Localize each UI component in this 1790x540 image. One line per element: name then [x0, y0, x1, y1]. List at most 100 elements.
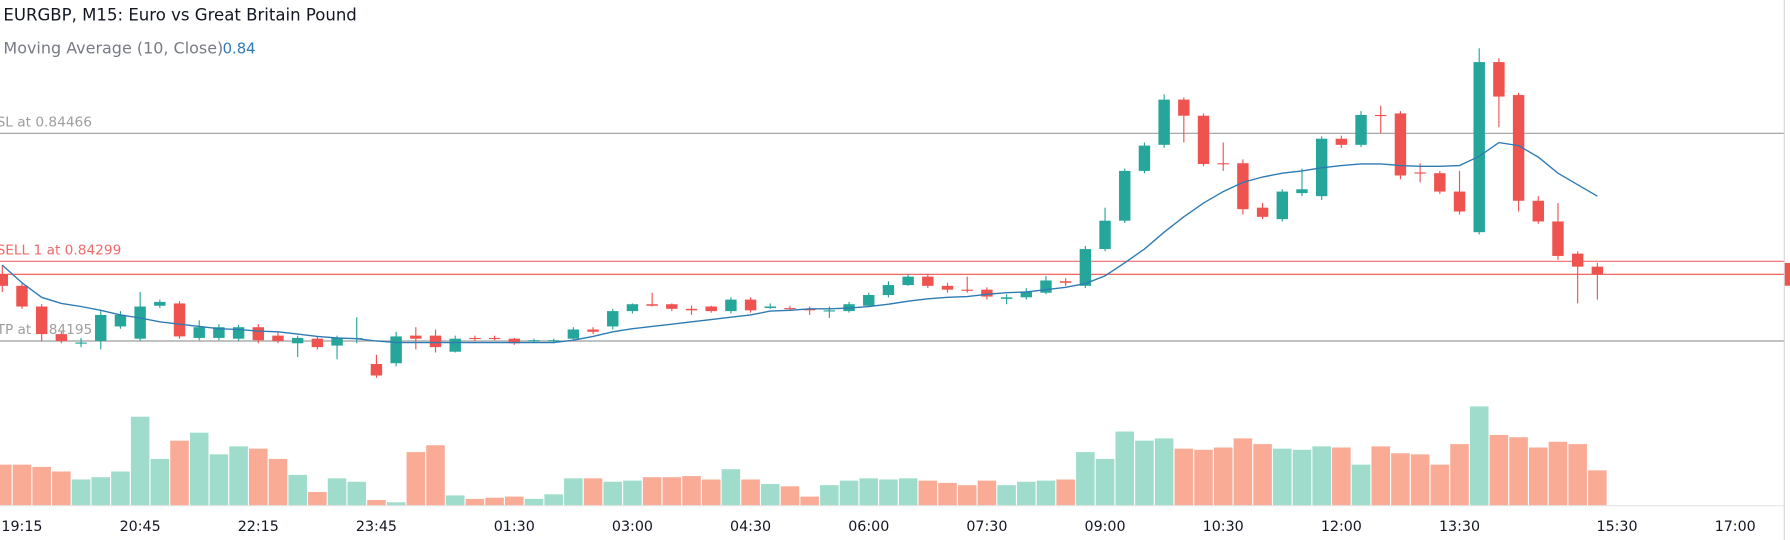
candle-body	[232, 327, 245, 339]
volume-bar	[761, 484, 780, 506]
candle-body	[1197, 115, 1210, 164]
candle-body	[922, 276, 934, 286]
volume-bar	[347, 481, 367, 506]
candle-body	[607, 311, 619, 327]
candle-body	[981, 289, 993, 297]
volume-bar	[288, 474, 307, 506]
candle-body	[1473, 62, 1485, 233]
candle-body	[1158, 99, 1170, 145]
volume-bar	[583, 478, 603, 506]
x-tick-label: 17:00	[1715, 519, 1756, 535]
volume-bar	[367, 500, 386, 506]
volume-bar	[1174, 448, 1194, 506]
candle-body	[1434, 173, 1446, 192]
candle-body	[508, 338, 520, 344]
volume-bar	[1489, 434, 1509, 506]
candle-body	[863, 295, 875, 306]
volume-bar	[977, 480, 997, 506]
volume-bar	[268, 458, 288, 506]
time-axis: 19:15 20:45 22:15 23:45 01:30 03:00 04:30 06:00…	[1, 519, 1755, 535]
volume-bar	[71, 479, 91, 506]
candle-body	[1138, 145, 1151, 171]
volume-bar	[544, 494, 563, 506]
candle-body	[0, 274, 8, 286]
candle-body	[1394, 113, 1407, 176]
candle-body	[154, 301, 166, 306]
volume-bar	[642, 477, 662, 506]
candle-body	[1000, 297, 1013, 299]
candle-body	[1355, 114, 1367, 145]
volume-bar	[386, 502, 406, 506]
volume-bar	[1273, 448, 1292, 506]
volume-bar	[839, 480, 859, 506]
candle-body	[823, 310, 836, 312]
volume-bar	[800, 496, 819, 506]
candle-body	[685, 308, 698, 311]
volume-bar	[879, 479, 898, 506]
volume-bar	[1017, 481, 1036, 506]
candle-body	[1276, 191, 1288, 220]
volume-bar	[485, 497, 504, 506]
volume-bar	[564, 478, 583, 506]
candle-body	[744, 299, 757, 311]
volume-bar	[52, 471, 71, 506]
candle-body	[1512, 95, 1525, 201]
candle-body	[528, 340, 540, 342]
indicator-label: Moving Average (10, Close)	[3, 39, 223, 58]
candle-body	[587, 329, 599, 332]
candle-body	[803, 308, 816, 311]
candle-body	[1256, 207, 1269, 217]
candle-body	[784, 308, 796, 310]
volume-bar	[12, 464, 32, 506]
volume-bar	[327, 478, 347, 506]
volume-bar	[1115, 431, 1135, 506]
candle-body	[567, 329, 580, 339]
x-tick-label: 06:00	[848, 519, 889, 535]
candle-body	[882, 285, 895, 296]
candle-body	[410, 335, 422, 339]
x-tick-label: 07:30	[966, 519, 1007, 535]
candle-body	[1552, 221, 1564, 256]
volume-pane	[0, 406, 1607, 506]
candle-body	[902, 276, 914, 286]
volume-bar	[130, 416, 150, 506]
candle-body	[1079, 249, 1092, 286]
candle-body	[114, 314, 127, 327]
candle-body	[1493, 62, 1505, 97]
volume-bar	[623, 480, 642, 506]
volume-bar	[308, 492, 327, 506]
candle-body	[1040, 280, 1052, 293]
x-tick-label: 12:00	[1321, 519, 1362, 535]
candle-body	[1532, 200, 1544, 222]
volume-bar	[91, 477, 111, 506]
volume-bar	[918, 480, 938, 506]
candle-body	[1099, 220, 1111, 250]
x-tick-label: 04:30	[730, 519, 771, 535]
candle-body	[626, 304, 639, 312]
volume-bar	[859, 478, 879, 506]
x-tick-label: 20:45	[120, 519, 161, 535]
volume-bar	[426, 445, 445, 506]
candle-body	[1375, 114, 1387, 117]
volume-bar	[1095, 458, 1115, 506]
candle-body	[134, 306, 146, 339]
volume-bar	[0, 464, 12, 506]
volume-bar	[1056, 479, 1075, 506]
moving-average-line	[1, 141, 1598, 344]
x-tick-label: 09:00	[1085, 519, 1126, 535]
level-label: SL at 0.84466	[0, 114, 92, 130]
candle-body	[1020, 291, 1032, 298]
candle-body	[331, 337, 343, 346]
volume-bar	[1588, 470, 1607, 506]
volume-bar	[957, 485, 977, 506]
candle-body	[272, 335, 284, 341]
volume-bar	[662, 477, 682, 506]
candle-body	[1296, 189, 1308, 194]
candle-body	[646, 304, 658, 306]
candle-body	[75, 342, 87, 344]
volume-bar	[898, 478, 918, 506]
volume-bar	[1036, 480, 1056, 506]
volume-bar	[682, 476, 701, 506]
volume-bar	[1469, 406, 1489, 506]
